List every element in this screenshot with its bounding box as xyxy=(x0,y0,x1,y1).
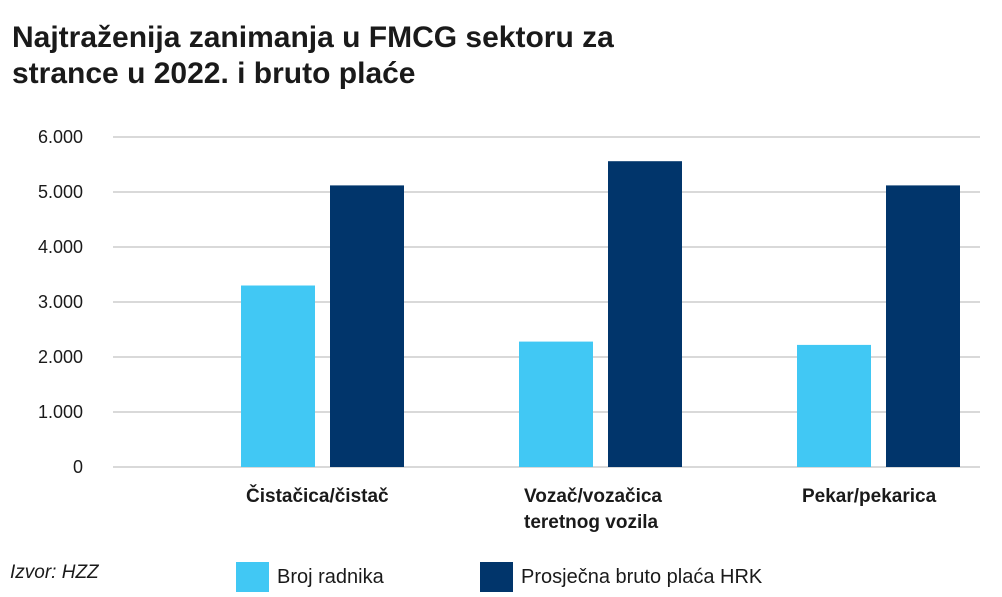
legend-swatch-prosjecna-placa xyxy=(480,562,513,592)
bar xyxy=(886,185,960,467)
chart-title: Najtraženija zanimanja u FMCG sektoru za… xyxy=(12,20,772,92)
y-tick-label: 1.000 xyxy=(38,402,83,422)
bar xyxy=(241,285,315,467)
y-tick-label: 3.000 xyxy=(38,292,83,312)
x-tick-label: Pekar/pekarica xyxy=(802,486,937,507)
source-note: Izvor: HZZ xyxy=(10,562,99,583)
legend-item-prosjecna-placa: Prosječna bruto plaća HRK xyxy=(480,562,762,592)
bar xyxy=(608,161,682,467)
legend-label-broj-radnika: Broj radnika xyxy=(277,565,384,588)
bar xyxy=(330,185,404,467)
y-tick-label: 0 xyxy=(73,457,83,477)
x-tick-label: teretnog vozila xyxy=(524,512,659,533)
y-tick-label: 4.000 xyxy=(38,237,83,257)
bar xyxy=(519,341,593,467)
chart-title-line-1: Najtraženija zanimanja u FMCG sektoru za xyxy=(12,21,614,54)
x-tick-label: Čistačica/čistač xyxy=(246,485,389,507)
legend-label-prosjecna-placa: Prosječna bruto plaća HRK xyxy=(521,565,763,588)
chart-title-line-2: strance u 2022. i bruto plaće xyxy=(12,57,416,90)
bar xyxy=(797,344,871,467)
legend-item-broj-radnika: Broj radnika xyxy=(236,562,384,592)
y-tick-label: 6.000 xyxy=(38,127,83,147)
x-tick-label: Vozač/vozačica xyxy=(524,486,662,507)
y-tick-label: 5.000 xyxy=(38,182,83,202)
legend-swatch-broj-radnika xyxy=(236,562,269,592)
y-tick-label: 2.000 xyxy=(38,347,83,367)
